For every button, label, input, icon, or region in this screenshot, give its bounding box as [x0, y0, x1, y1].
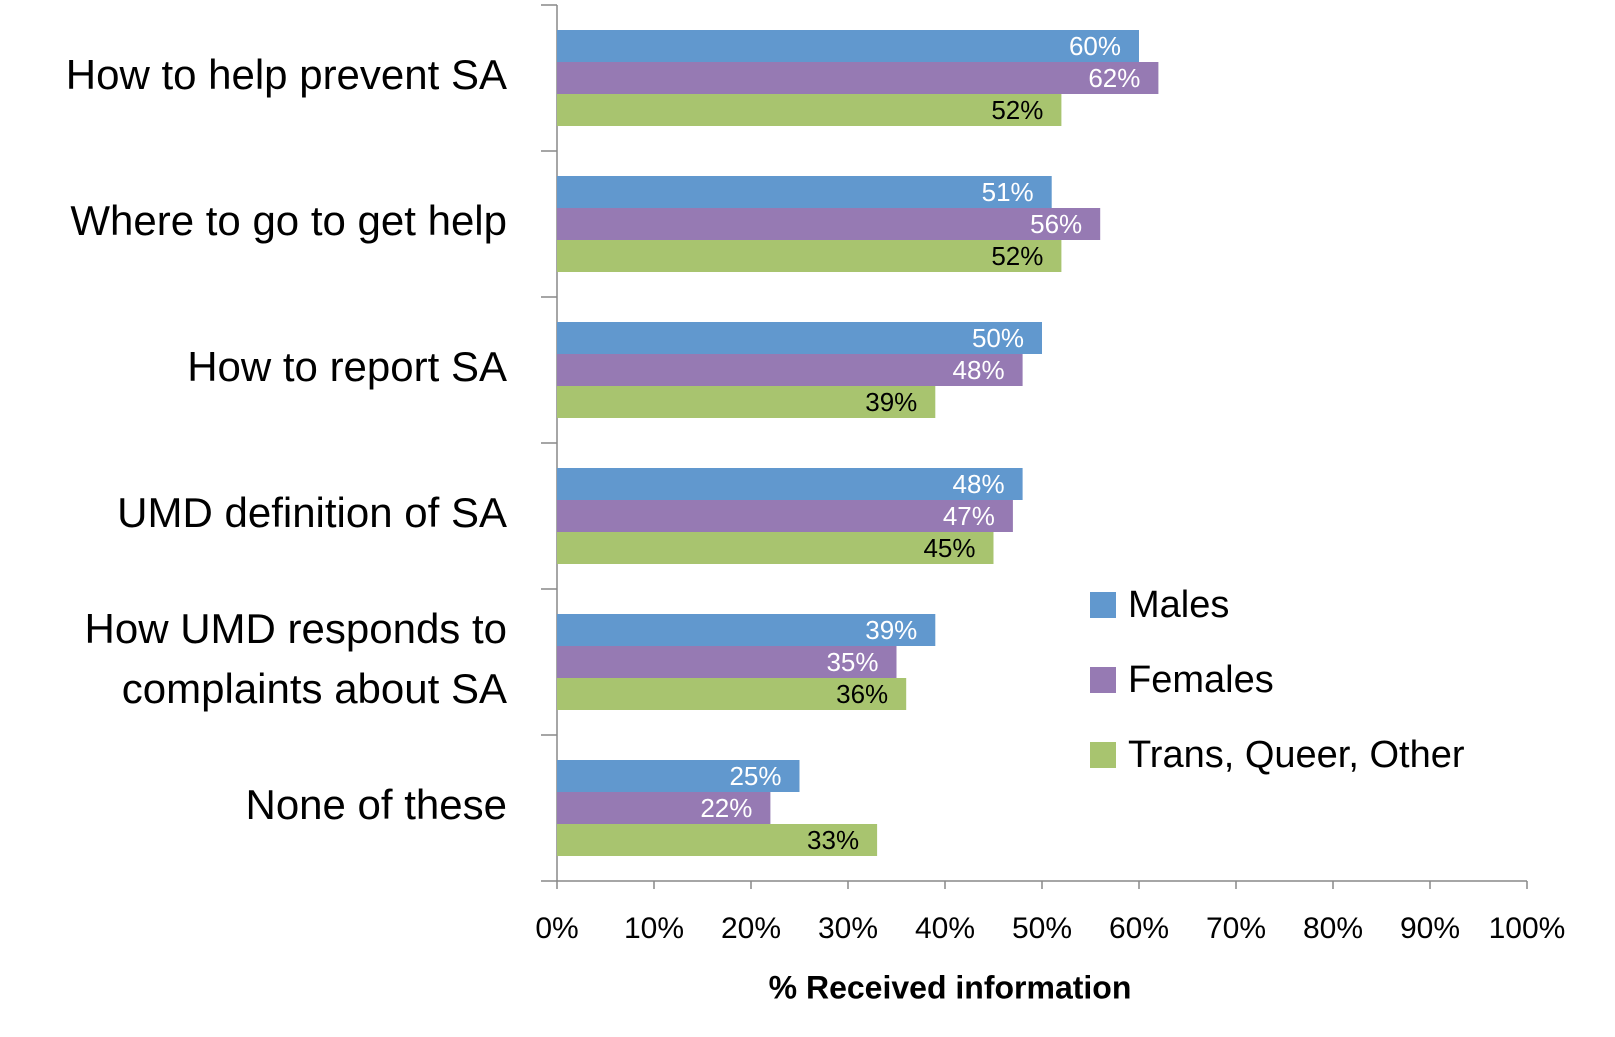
y-tick-label: Where to go to get help	[70, 197, 507, 244]
data-label: 22%	[700, 793, 752, 823]
x-tick-label: 70%	[1206, 912, 1266, 945]
bar	[557, 386, 936, 418]
y-tick-label: None of these	[245, 781, 507, 828]
data-label: 39%	[865, 615, 917, 645]
y-tick-label: How to report SA	[187, 343, 507, 390]
data-label: 48%	[953, 469, 1005, 499]
x-tick-label: 30%	[818, 912, 878, 945]
label-line: How UMD responds to	[85, 605, 507, 652]
x-tick-label: 10%	[624, 912, 684, 945]
data-label: 56%	[1030, 209, 1082, 239]
x-tick-label: 90%	[1400, 912, 1460, 945]
data-label: 48%	[953, 355, 1005, 385]
data-label: 36%	[836, 679, 888, 709]
bar	[557, 62, 1159, 94]
data-label: 25%	[729, 761, 781, 791]
x-tick-label: 80%	[1303, 912, 1363, 945]
bar	[557, 176, 1052, 208]
data-label: 35%	[826, 647, 878, 677]
legend-label: Males	[1128, 584, 1229, 626]
bar	[557, 760, 800, 792]
bar	[557, 322, 1042, 354]
bar	[557, 94, 1062, 126]
x-tick-label: 0%	[535, 912, 578, 945]
bar	[557, 500, 1013, 532]
data-label: 62%	[1088, 63, 1140, 93]
bar	[557, 30, 1139, 62]
data-label: 39%	[865, 387, 917, 417]
x-axis-label: % Received information	[769, 969, 1132, 1005]
x-tick-label: 50%	[1012, 912, 1072, 945]
data-label: 50%	[972, 323, 1024, 353]
legend-swatch	[1090, 742, 1116, 768]
y-tick-label: How UMD responds to complaints about SA	[85, 605, 507, 712]
data-label: 60%	[1069, 31, 1121, 61]
x-tick-label: 60%	[1109, 912, 1169, 945]
bar	[557, 354, 1023, 386]
bar	[557, 468, 1023, 500]
data-label: 52%	[991, 241, 1043, 271]
bar	[557, 824, 878, 856]
data-label: 51%	[982, 177, 1034, 207]
y-tick-label: How to help prevent SA	[66, 51, 507, 98]
bar	[557, 208, 1101, 240]
label-line: complaints about SA	[122, 665, 507, 712]
data-label: 45%	[923, 533, 975, 563]
bar	[557, 678, 907, 710]
bar	[557, 614, 936, 646]
x-tick-label: 40%	[915, 912, 975, 945]
legend-swatch	[1090, 592, 1116, 618]
bar	[557, 532, 994, 564]
bar	[557, 792, 771, 824]
data-label: 52%	[991, 95, 1043, 125]
bar	[557, 646, 897, 678]
bar	[557, 240, 1062, 272]
x-tick-label: 20%	[721, 912, 781, 945]
data-label: 33%	[807, 825, 859, 855]
y-tick-label: UMD definition of SA	[117, 489, 507, 536]
legend-label: Females	[1128, 659, 1274, 701]
legend-label: Trans, Queer, Other	[1128, 734, 1465, 776]
data-label: 47%	[943, 501, 995, 531]
legend-swatch	[1090, 667, 1116, 693]
x-tick-label: 100%	[1489, 912, 1566, 945]
